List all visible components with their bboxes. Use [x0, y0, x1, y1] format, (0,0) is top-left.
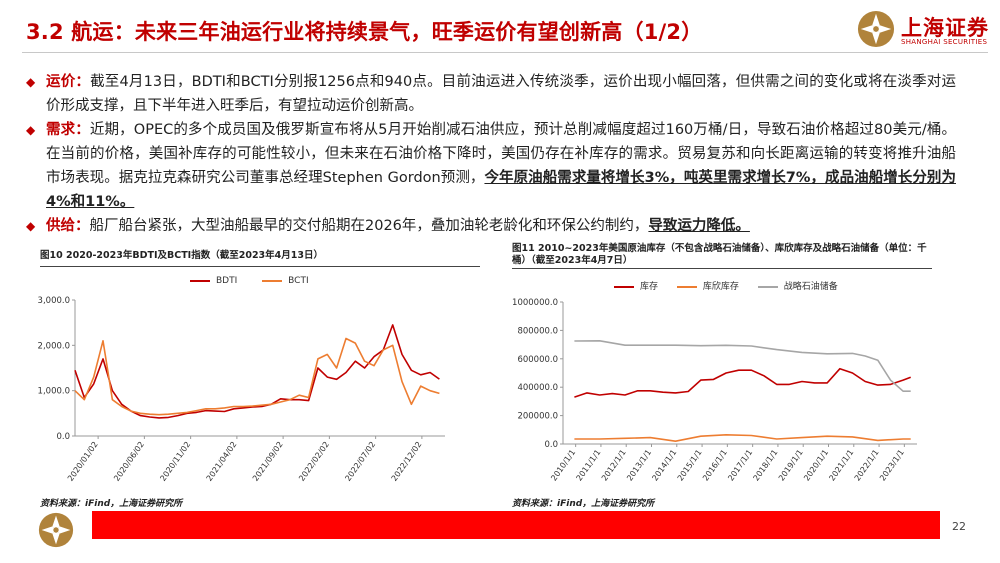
- y-tick-label: 800000.0: [517, 326, 558, 336]
- x-tick-label: 2010/1/1: [549, 448, 577, 483]
- x-tick-label: 2011/1/1: [575, 448, 603, 483]
- bullet-text: 船厂船台紧张，大型油船最早的交付船期在2026年，叠加油轮老龄化和环保公约制约，: [89, 218, 649, 234]
- x-tick-label: 2022/12/02: [390, 440, 424, 483]
- x-tick-label: 2016/1/1: [701, 448, 729, 483]
- y-tick-label: 400000.0: [517, 383, 558, 393]
- bullet-emphasis: 今年原油船需求量将增长3%，吨英里需求增长7%，成品油船增长分别为4%和11%。: [46, 170, 956, 210]
- bullet-text: 截至4月13日，BDTI和BCTI分别报1256点和940点。目前油运进入传统淡…: [46, 74, 956, 114]
- x-tick-label: 2020/01/02: [66, 440, 100, 483]
- series-line-2: [574, 434, 911, 442]
- diamond-bullet-icon: ◆: [26, 219, 36, 233]
- legend-item-cushing: 库欣库存: [676, 282, 739, 292]
- footer-bar: [92, 511, 940, 539]
- x-tick-label: 2021/1/1: [827, 448, 855, 483]
- y-tick-label: 0.0: [544, 440, 558, 450]
- legend-item-spr: 战略石油储备: [757, 282, 838, 292]
- x-tick-label: 2014/1/1: [650, 448, 678, 483]
- x-tick-label: 2018/1/1: [752, 448, 780, 483]
- bullet-list: ◆ 运价：截至4月13日，BDTI和BCTI分别报1256点和940点。目前油运进…: [26, 70, 956, 238]
- series-line-2: [74, 337, 440, 416]
- x-tick-label: 2022/07/02: [343, 440, 377, 483]
- series-line-1: [74, 324, 440, 419]
- figure-10-legend: BDTI BCTI: [190, 276, 309, 286]
- legend-item-inventory: 库存: [614, 282, 658, 292]
- y-tick-label: 0.0: [56, 432, 70, 442]
- y-tick-label: 3,000.0: [38, 296, 70, 306]
- y-tick-label: 2,000.0: [38, 341, 70, 351]
- figure-10-title-rule: [40, 266, 480, 267]
- series-line-1: [574, 367, 911, 398]
- figure-11-title-rule: [512, 268, 932, 269]
- y-tick-label: 600000.0: [517, 355, 558, 365]
- x-tick-label: 2015/1/1: [676, 448, 704, 483]
- y-tick-label: 200000.0: [517, 412, 558, 422]
- series-line-3: [574, 339, 911, 392]
- bullet-freight-rate: ◆ 运价：截至4月13日，BDTI和BCTI分别报1256点和940点。目前油运进…: [26, 70, 956, 118]
- x-tick-label: 2022/1/1: [853, 448, 881, 483]
- figure-10-title: 图10 2020-2023年BDTI及BCTI指数（截至2023年4月13日）: [40, 250, 323, 261]
- page-number: 22: [952, 520, 966, 533]
- header-divider: [22, 52, 988, 53]
- diamond-bullet-icon: ◆: [26, 123, 36, 137]
- x-tick-label: 2020/1/1: [802, 448, 830, 483]
- y-tick-label: 1,000.0: [38, 387, 70, 397]
- logo-chinese-text: 上海证券: [901, 16, 989, 40]
- bullet-text: 近期，OPEC的多个成员国及俄罗斯宣布将从5月开始削减石油供应，预计总削减幅度超…: [46, 122, 957, 186]
- figure-11-title: 图11 2010~2023年美国原油库存（不包含战略石油储备）、库欣库存及战略石…: [512, 243, 927, 266]
- x-tick-label: 2013/1/1: [625, 448, 653, 483]
- x-tick-label: 2023/1/1: [878, 448, 906, 483]
- company-logo: 上海证券 SHANGHAI SECURITIES: [857, 8, 992, 50]
- x-tick-label: 2022/02/02: [297, 440, 331, 483]
- bullet-emphasis: 导致运力降低。: [648, 218, 750, 234]
- x-tick-label: 2017/1/1: [726, 448, 754, 483]
- bullet-label: 运价：: [46, 74, 91, 90]
- x-tick-label: 2019/1/1: [777, 448, 805, 483]
- y-tick-label: 1000000.0: [512, 298, 558, 308]
- figure-10-chart: 0.0 1,000.0 2,000.0 3,000.0 2020/01/02 2020/0…: [38, 296, 445, 483]
- footer-logo-icon: [38, 512, 74, 548]
- bullet-label: 供给：: [46, 218, 90, 234]
- bullet-demand: ◆ 需求：近期，OPEC的多个成员国及俄罗斯宣布将从5月开始削减石油供应，预计总削…: [26, 118, 956, 214]
- figure-11-legend: 库存 库欣库存 战略石油储备: [614, 279, 838, 292]
- page-title: 3.2 航运：未来三年油运行业将持续景气，旺季运价有望创新高（1/2）: [26, 20, 703, 44]
- figure-11-source: 资料来源：iFind，上海证券研究所: [512, 499, 655, 509]
- legend-item-bcti: BCTI: [262, 276, 309, 286]
- figure-11-chart: 0.0 200000.0 400000.0 600000.0 800000.0 10000…: [512, 298, 917, 483]
- x-tick-label: 2012/1/1: [600, 448, 628, 483]
- bullet-supply: ◆ 供给：船厂船台紧张，大型油船最早的交付船期在2026年，叠加油轮老龄化和环保公…: [26, 214, 956, 238]
- bullet-label: 需求：: [46, 122, 90, 138]
- logo-mark-icon: [857, 10, 895, 48]
- diamond-bullet-icon: ◆: [26, 75, 36, 89]
- x-tick-label: 2020/06/02: [112, 440, 146, 483]
- logo-english-text: SHANGHAI SECURITIES: [901, 38, 988, 46]
- x-tick-label: 2021/04/02: [205, 440, 239, 483]
- x-tick-label: 2021/09/02: [251, 440, 285, 483]
- legend-item-bdti: BDTI: [190, 276, 237, 286]
- figure-10-source: 资料来源：iFind，上海证券研究所: [40, 499, 183, 509]
- x-tick-label: 2020/11/02: [158, 440, 192, 483]
